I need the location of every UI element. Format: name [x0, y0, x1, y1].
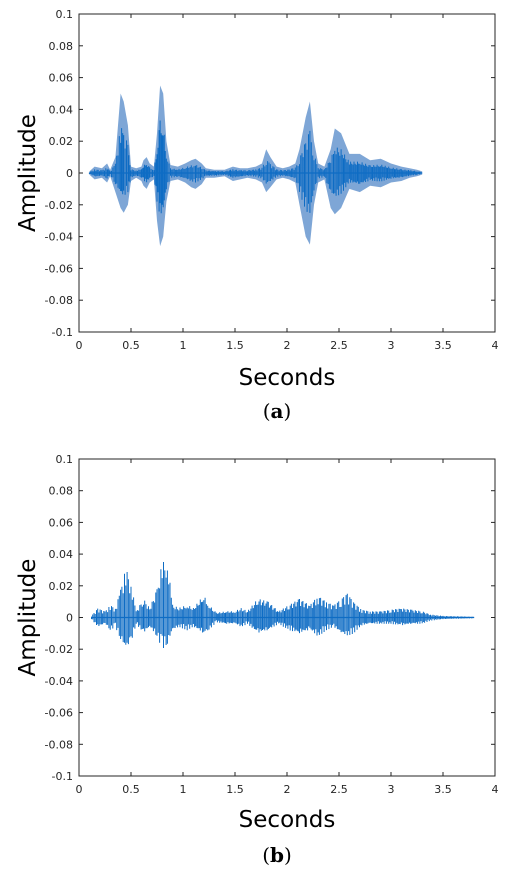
axis-ticks-a: 0 0.5 1 1.5 2 2.5 3 3.5 40.10.080.060.040.020-0.…	[45, 8, 499, 352]
x-tick-label: 0.5	[122, 339, 140, 352]
x-tick-label: 1	[180, 339, 187, 352]
x-axis-label: Seconds	[239, 365, 336, 391]
axis-ticks-b: 0 0.5 1 1.5 2 2.5 3 3.5 40.10.080.060.040.020-0.…	[45, 453, 499, 796]
caption-open-paren: (	[262, 843, 270, 867]
y-tick-label: 0	[66, 167, 73, 180]
y-tick-label: 0.1	[56, 8, 74, 21]
caption-open-paren: (	[263, 399, 271, 423]
x-tick-label: 2	[284, 783, 291, 796]
y-tick-label: -0.04	[45, 675, 73, 688]
caption-close-paren: )	[283, 399, 291, 423]
caption-letter: a	[271, 399, 284, 423]
y-tick-label: 0.08	[49, 40, 74, 53]
chart-panel-b: 0 0.5 1 1.5 2 2.5 3 3.5 40.10.080.060.040.020-0.…	[15, 453, 499, 867]
x-tick-label: 1.5	[226, 783, 244, 796]
x-tick-label: 3.5	[434, 783, 452, 796]
y-tick-label: -0.08	[45, 738, 73, 751]
x-axis-label: Seconds	[239, 807, 336, 833]
caption-close-paren: )	[284, 843, 292, 867]
y-tick-label: 0	[66, 612, 73, 625]
x-tick-label: 3	[388, 783, 395, 796]
y-tick-label: -0.1	[52, 770, 73, 783]
y-tick-label: -0.06	[45, 707, 73, 720]
y-axis-label: Amplitude	[15, 114, 41, 232]
y-tick-label: -0.04	[45, 231, 73, 244]
y-tick-label: 0.06	[49, 516, 74, 529]
y-tick-label: -0.02	[45, 199, 73, 212]
y-axis-label: Amplitude	[15, 559, 41, 677]
x-tick-label: 3	[388, 339, 395, 352]
x-tick-label: 4	[492, 783, 499, 796]
x-tick-label: 2.5	[330, 339, 348, 352]
x-tick-label: 0.5	[122, 783, 140, 796]
y-tick-label: 0.04	[49, 103, 74, 116]
x-tick-label: 1.5	[226, 339, 244, 352]
y-tick-label: -0.02	[45, 643, 73, 656]
y-tick-label: -0.1	[52, 326, 73, 339]
x-tick-label: 3.5	[434, 339, 452, 352]
waveform-envelope-light	[89, 85, 423, 247]
y-tick-label: -0.06	[45, 262, 73, 275]
y-tick-label: 0.06	[49, 72, 74, 85]
y-tick-label: 0.08	[49, 485, 74, 498]
x-tick-label: 0	[76, 783, 83, 796]
chart-panel-a: 0 0.5 1 1.5 2 2.5 3 3.5 40.10.080.060.040.020-0.…	[15, 8, 499, 423]
x-tick-label: 0	[76, 339, 83, 352]
caption-b: (b)	[262, 843, 292, 867]
x-tick-label: 2	[284, 339, 291, 352]
caption-a: (a)	[263, 399, 292, 423]
y-tick-label: -0.08	[45, 294, 73, 307]
y-tick-label: 0.02	[49, 135, 74, 148]
x-tick-label: 4	[492, 339, 499, 352]
y-tick-label: 0.1	[56, 453, 74, 466]
x-tick-label: 1	[180, 783, 187, 796]
caption-letter: b	[270, 843, 284, 867]
y-tick-label: 0.04	[49, 548, 74, 561]
waveform-a	[88, 85, 423, 247]
waveform-b	[91, 562, 475, 648]
x-tick-label: 2.5	[330, 783, 348, 796]
y-tick-label: 0.02	[49, 580, 74, 593]
